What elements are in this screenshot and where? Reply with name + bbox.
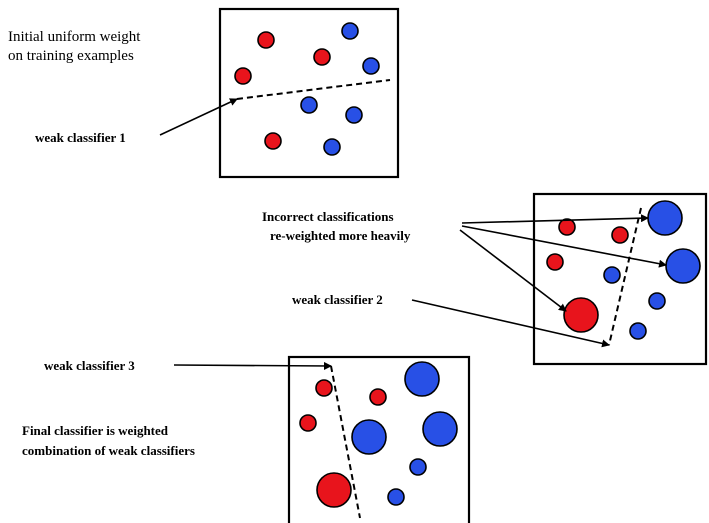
blue-point-heavy: [351, 419, 387, 455]
weak-classifier-3-boundary: [330, 365, 361, 519]
panel-1-frame: [218, 7, 400, 179]
labels: Initial uniform weight on training examp…: [8, 29, 411, 458]
panel-1: [218, 7, 400, 179]
initial-weight-label-line1: Initial uniform weight: [8, 29, 141, 45]
incorrect-label-line2: re-weighted more heavily: [270, 228, 411, 243]
initial-weight-label-line2: on training examples: [8, 48, 134, 64]
red-point: [315, 379, 333, 397]
red-point: [558, 218, 576, 236]
blue-point: [341, 22, 359, 40]
blue-point: [629, 322, 647, 340]
blue-point-heavy: [647, 200, 683, 236]
weak-classifier-1-label: weak classifier 1: [35, 130, 126, 145]
weak-classifier-2-boundary: [608, 207, 642, 346]
red-point: [257, 31, 275, 49]
red-point: [369, 388, 387, 406]
blue-point-heavy: [404, 361, 440, 397]
incorrect-label-line1: Incorrect classifications: [262, 209, 394, 224]
arrow-weak-classifier-1: [159, 98, 238, 136]
weak-classifier-2-label: weak classifier 2: [292, 292, 383, 307]
panel-2: [532, 192, 708, 366]
blue-point: [603, 266, 621, 284]
red-point: [313, 48, 331, 66]
red-point: [546, 253, 564, 271]
red-point: [234, 67, 252, 85]
blue-point: [648, 292, 666, 310]
arrow-incorrect-to-blue-2: [461, 225, 667, 268]
red-point: [299, 414, 317, 432]
blue-point: [387, 488, 405, 506]
blue-point: [345, 106, 363, 124]
panel-3: [287, 355, 471, 523]
red-point-heavy: [563, 297, 599, 333]
arrow-weak-classifier-2: [411, 299, 610, 348]
arrow-incorrect-to-red: [459, 229, 567, 312]
blue-point: [409, 458, 427, 476]
red-point-heavy: [316, 472, 352, 508]
arrows: [159, 98, 667, 370]
blue-point: [323, 138, 341, 156]
blue-point: [300, 96, 318, 114]
blue-point-heavy: [422, 411, 458, 447]
arrow-incorrect-to-blue-1: [461, 214, 649, 224]
red-point: [264, 132, 282, 150]
red-point: [611, 226, 629, 244]
final-classifier-label-line1: Final classifier is weighted: [22, 423, 169, 438]
weak-classifier-3-label: weak classifier 3: [44, 358, 135, 373]
arrow-weak-classifier-3: [173, 361, 332, 370]
weak-classifier-1-boundary: [236, 79, 391, 100]
final-classifier-label-line2: combination of weak classifiers: [22, 443, 195, 458]
blue-point-heavy: [665, 248, 701, 284]
blue-point: [362, 57, 380, 75]
